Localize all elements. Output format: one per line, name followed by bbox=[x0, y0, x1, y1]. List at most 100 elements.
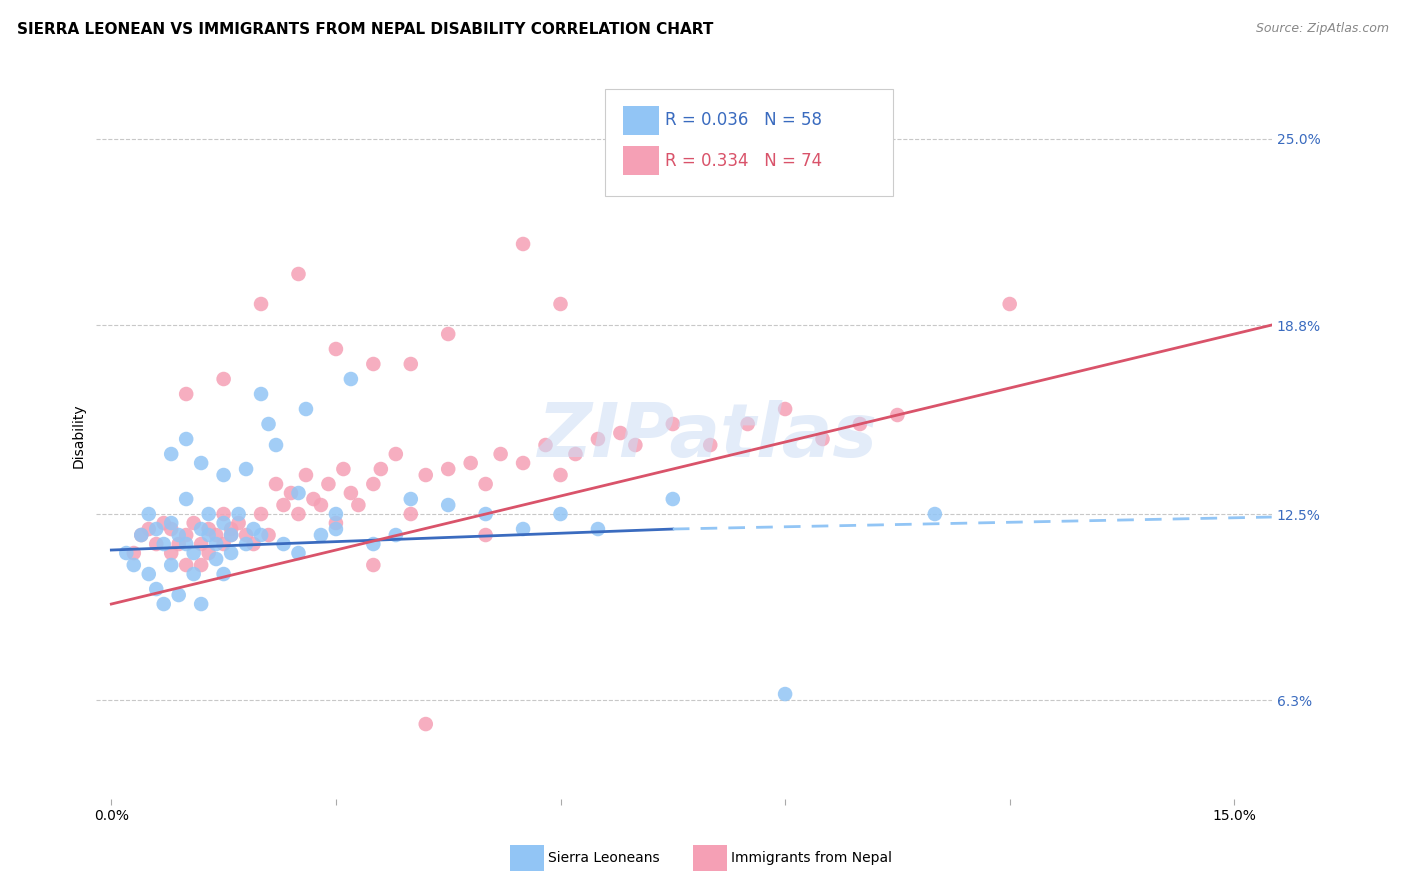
Point bbox=[287, 507, 309, 521]
Point bbox=[534, 438, 557, 452]
Point bbox=[325, 342, 347, 356]
Point bbox=[273, 498, 295, 512]
Point bbox=[662, 491, 685, 506]
Point bbox=[167, 588, 190, 602]
Point bbox=[624, 438, 647, 452]
Point bbox=[340, 486, 363, 500]
Point bbox=[280, 486, 302, 500]
Point bbox=[250, 387, 273, 401]
Point bbox=[363, 537, 385, 551]
Point bbox=[287, 546, 309, 560]
Point bbox=[190, 597, 212, 611]
Point bbox=[190, 558, 212, 572]
Point bbox=[212, 516, 235, 530]
Point bbox=[174, 528, 197, 542]
Point bbox=[415, 717, 437, 731]
Point bbox=[318, 477, 340, 491]
Point bbox=[302, 491, 325, 506]
Point bbox=[197, 528, 219, 542]
Point bbox=[129, 528, 152, 542]
Point bbox=[228, 516, 250, 530]
Point bbox=[332, 462, 354, 476]
Point bbox=[160, 558, 183, 572]
Point bbox=[512, 522, 534, 536]
Point bbox=[235, 528, 257, 542]
Point bbox=[564, 447, 586, 461]
Point bbox=[773, 402, 796, 417]
Point bbox=[174, 387, 197, 401]
Point bbox=[219, 528, 242, 542]
Point bbox=[129, 528, 152, 542]
Point bbox=[325, 516, 347, 530]
Point bbox=[811, 432, 834, 446]
Point bbox=[242, 537, 264, 551]
Point bbox=[264, 477, 287, 491]
Point bbox=[205, 528, 228, 542]
Point bbox=[474, 507, 496, 521]
Point bbox=[325, 522, 347, 536]
Point bbox=[737, 417, 759, 431]
Point bbox=[257, 417, 280, 431]
Point bbox=[340, 372, 363, 386]
Point bbox=[250, 507, 273, 521]
Point bbox=[190, 537, 212, 551]
Point bbox=[152, 597, 174, 611]
Point bbox=[385, 528, 408, 542]
Point bbox=[145, 522, 167, 536]
Point bbox=[122, 558, 145, 572]
Point bbox=[115, 546, 138, 560]
Point bbox=[145, 582, 167, 596]
Point bbox=[212, 468, 235, 483]
Point bbox=[512, 456, 534, 470]
Point bbox=[363, 357, 385, 371]
Point bbox=[399, 507, 422, 521]
Point bbox=[998, 297, 1021, 311]
Point bbox=[160, 447, 183, 461]
Point bbox=[662, 417, 685, 431]
Point bbox=[212, 567, 235, 582]
Point bbox=[586, 432, 609, 446]
Point bbox=[228, 507, 250, 521]
Point bbox=[219, 546, 242, 560]
Text: Immigrants from Nepal: Immigrants from Nepal bbox=[731, 851, 893, 865]
Point bbox=[235, 537, 257, 551]
Point bbox=[512, 237, 534, 252]
Point bbox=[849, 417, 872, 431]
Point bbox=[183, 546, 205, 560]
Point bbox=[160, 516, 183, 530]
Point bbox=[399, 357, 422, 371]
Point bbox=[138, 522, 160, 536]
Point bbox=[212, 507, 235, 521]
Point bbox=[152, 516, 174, 530]
Point bbox=[460, 456, 482, 470]
Point bbox=[325, 507, 347, 521]
Point bbox=[347, 498, 370, 512]
Point bbox=[152, 537, 174, 551]
Point bbox=[250, 528, 273, 542]
Point bbox=[550, 507, 572, 521]
Point bbox=[174, 558, 197, 572]
Point bbox=[363, 558, 385, 572]
Y-axis label: Disability: Disability bbox=[72, 404, 86, 468]
Text: Source: ZipAtlas.com: Source: ZipAtlas.com bbox=[1256, 22, 1389, 36]
Point bbox=[242, 522, 264, 536]
Point bbox=[609, 425, 631, 440]
Point bbox=[174, 432, 197, 446]
Point bbox=[474, 528, 496, 542]
Point bbox=[235, 462, 257, 476]
Point bbox=[167, 528, 190, 542]
Point bbox=[773, 687, 796, 701]
Point bbox=[399, 491, 422, 506]
Point bbox=[183, 567, 205, 582]
Point bbox=[212, 537, 235, 551]
Point bbox=[212, 372, 235, 386]
Point bbox=[273, 537, 295, 551]
Point bbox=[145, 537, 167, 551]
Point bbox=[257, 528, 280, 542]
Point bbox=[385, 447, 408, 461]
Point bbox=[197, 507, 219, 521]
Point bbox=[174, 491, 197, 506]
Point bbox=[309, 498, 332, 512]
Point bbox=[160, 522, 183, 536]
Point bbox=[437, 498, 460, 512]
